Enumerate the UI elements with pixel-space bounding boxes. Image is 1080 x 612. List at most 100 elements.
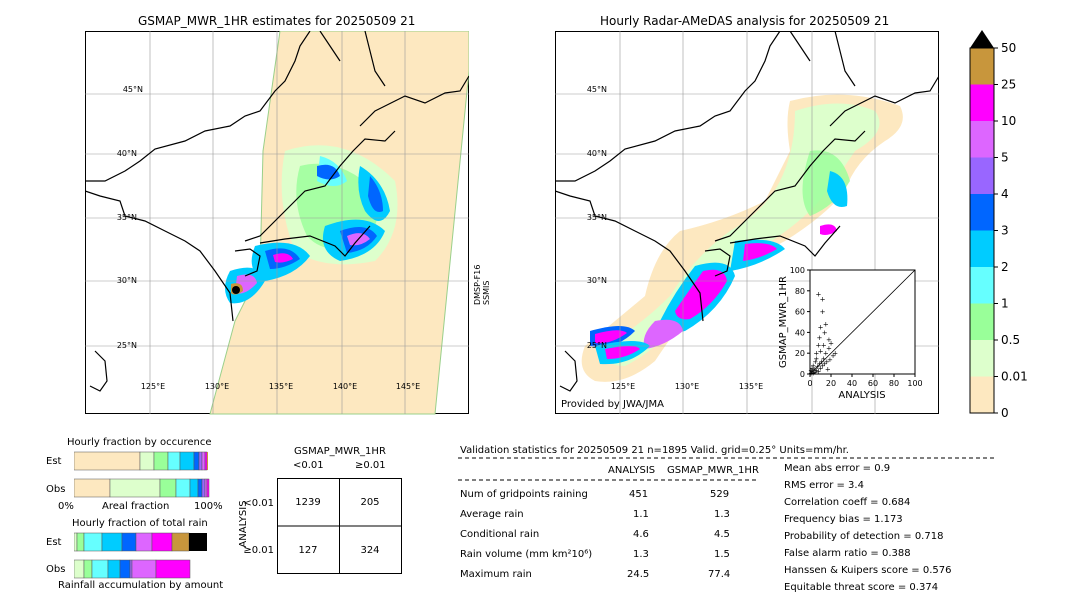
total-rain-xlabel: Rainfall accumulation by amount <box>58 580 224 591</box>
contingency-col-0: <0.01 <box>293 460 324 471</box>
svg-text:DMSP-F16: DMSP-F16 <box>473 265 482 305</box>
total-rain-est-bar <box>74 532 207 552</box>
scatter-point: + <box>822 329 828 337</box>
colorbar: 50 25 10 5 4 3 2 1 0.5 0.01 0 <box>969 30 1028 420</box>
scatter-point: + <box>820 296 826 304</box>
scatter-point: + <box>810 362 816 370</box>
svg-text:SSMIS: SSMIS <box>482 281 491 306</box>
stats-col-analysis: ANALYSIS <box>608 465 656 476</box>
scatter-point: + <box>811 368 817 376</box>
scatter-ylabel: GSMAP_MWR_1HR <box>778 276 789 368</box>
lon-label: 135°E <box>739 382 763 391</box>
contingency-title: GSMAP_MWR_1HR <box>294 446 386 457</box>
lat-label: 25°N <box>587 341 607 350</box>
scatter-point: + <box>818 348 824 356</box>
colorbar-label: 5 <box>1001 151 1009 165</box>
colorbar-segment <box>970 267 994 304</box>
contingency-cell: 324 <box>360 545 379 556</box>
stats-row-analysis: 451 <box>629 489 649 500</box>
lat-label: 35°N <box>587 213 607 222</box>
colorbar-label: 0 <box>1001 406 1009 420</box>
scatter-x-tick-label: 60 <box>868 379 878 388</box>
colorbar-segment <box>970 303 994 340</box>
stats-score: Hanssen & Kuipers score = 0.576 <box>784 565 952 576</box>
lon-label: 140°E <box>333 382 357 391</box>
colorbar-segment <box>970 230 994 267</box>
stats-row-gsmap: 529 <box>710 489 730 500</box>
scatter-point: + <box>815 367 821 375</box>
stats-score: Frequency bias = 1.173 <box>784 514 903 525</box>
stats-row-label: Rain volume (mm km²10⁶) <box>460 549 593 560</box>
scatter-point: + <box>820 362 826 370</box>
scatter-x-tick-label: 20 <box>826 379 836 388</box>
stats-score: Probability of detection = 0.718 <box>784 531 944 542</box>
lat-label: 40°N <box>587 149 607 158</box>
contingency-cell: 127 <box>298 545 317 556</box>
scatter-point: + <box>809 364 815 372</box>
scatter-point: + <box>832 350 838 358</box>
scatter-x-tick-label: 100 <box>907 379 922 388</box>
scatter-point: + <box>813 366 819 374</box>
scatter-point: + <box>812 358 818 366</box>
scatter-point: + <box>811 365 817 373</box>
left-map-lon-labels: 125°E 130°E 135°E 140°E 145°E <box>141 382 420 391</box>
colorbar-segment <box>970 121 994 158</box>
scatter-point: + <box>824 358 830 366</box>
left-map-lat-labels: 45°N 40°N 35°N 30°N 25°N <box>117 85 143 350</box>
colorbar-label: 0.5 <box>1001 333 1020 347</box>
scatter-point: + <box>818 364 824 372</box>
scatter-x-tick-label: 40 <box>847 379 857 388</box>
scatter-point: + <box>821 341 827 349</box>
stats-row-analysis: 4.6 <box>633 529 649 540</box>
colorbar-over-triangle <box>970 30 994 48</box>
stats-score: Correlation coeff = 0.684 <box>784 497 911 508</box>
lon-label: 125°E <box>611 382 635 391</box>
contingency-row-0: <0.01 <box>243 498 274 509</box>
contingency-table: 1239 205 127 324 <0.01 ≥0.01 ANALYSIS <box>238 478 402 574</box>
stats-row-gsmap: 4.5 <box>714 529 730 540</box>
colorbar-label: 10 <box>1001 114 1016 128</box>
colorbar-label: 50 <box>1001 41 1016 55</box>
colorbar-segment <box>970 340 994 377</box>
contingency-cell: 1239 <box>295 497 320 508</box>
stats-row-label: Maximum rain <box>460 569 532 580</box>
scatter-point: + <box>815 290 821 298</box>
total-rain-obs-bar <box>74 559 191 579</box>
lat-label: 45°N <box>587 85 607 94</box>
colorbar-segment <box>970 157 994 194</box>
lon-label: 130°E <box>675 382 699 391</box>
occurrence-xtick-0: 0% <box>58 501 74 512</box>
stats-title: Validation statistics for 20250509 21 n=… <box>460 445 849 456</box>
scatter-point: + <box>808 366 814 374</box>
scatter-point: + <box>813 355 819 363</box>
scatter-point: + <box>818 324 824 332</box>
stats-score: Equitable threat score = 0.374 <box>784 582 939 593</box>
scatter-y-tick-label: 0 <box>800 370 805 379</box>
colorbar-segment <box>970 194 994 231</box>
occurrence-title: Hourly fraction by occurence <box>67 437 212 448</box>
scatter-x-tick-label: 0 <box>807 379 812 388</box>
scatter-point: + <box>825 365 831 373</box>
lat-label: 45°N <box>123 85 143 94</box>
colorbar-label: 3 <box>1001 224 1009 238</box>
scatter-point: + <box>812 368 818 376</box>
stats-divider <box>458 457 996 459</box>
lat-label: 30°N <box>587 276 607 285</box>
stats-row-label: Conditional rain <box>460 529 540 540</box>
contingency-row-1: ≥0.01 <box>243 545 274 556</box>
left-map-title: GSMAP_MWR_1HR estimates for 20250509 21 <box>138 14 416 28</box>
occurrence-est-bar <box>74 451 208 471</box>
scatter-x-tick-label: 80 <box>889 379 899 388</box>
colorbar-label: 25 <box>1001 78 1016 92</box>
scatter-point: + <box>813 350 819 358</box>
scatter-point: + <box>826 345 832 353</box>
colorbar-segment <box>970 376 994 413</box>
contingency-row-axis: ANALYSIS <box>238 500 249 547</box>
stats-row-analysis: 1.1 <box>633 509 649 520</box>
satellite-label: DMSP-F16 SSMIS <box>473 265 491 306</box>
scatter-point: + <box>815 341 821 349</box>
colorbar-label: 2 <box>1001 260 1009 274</box>
stats-col-gsmap: GSMAP_MWR_1HR <box>667 465 759 476</box>
right-map-title: Hourly Radar-AMeDAS analysis for 2025050… <box>600 14 890 28</box>
lon-label: 135°E <box>269 382 293 391</box>
